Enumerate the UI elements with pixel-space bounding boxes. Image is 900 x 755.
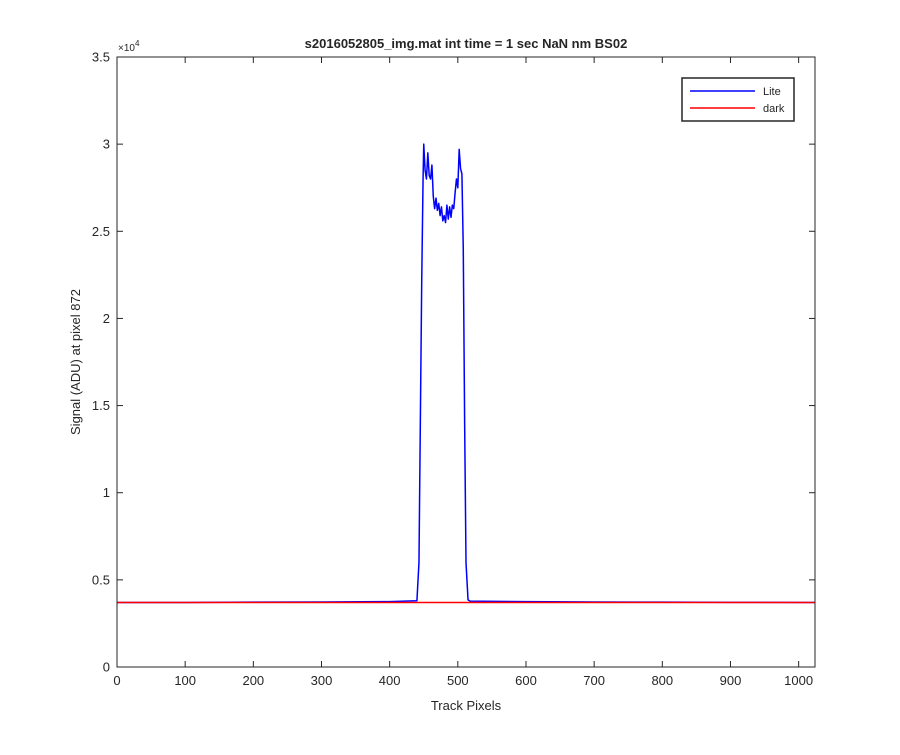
x-tick-label: 1000 [784, 673, 813, 688]
chart-title: s2016052805_img.mat int time = 1 sec NaN… [305, 36, 628, 51]
x-tick-label: 100 [174, 673, 196, 688]
y-tick-label: 3 [103, 137, 110, 152]
series-line-lite [117, 143, 816, 604]
x-tick-label: 800 [651, 673, 673, 688]
legend-label-lite: Lite [763, 86, 781, 98]
x-tick-label: 600 [515, 673, 537, 688]
y-tick-label: 3.5 [92, 50, 110, 65]
y-axis-label: Signal (ADU) at pixel 872 [68, 289, 83, 435]
x-tick-label: 0 [113, 673, 120, 688]
y-axis-exponent: ×104 [118, 39, 140, 54]
y-tick-label: 1.5 [92, 398, 110, 413]
x-tick-label: 400 [379, 673, 401, 688]
legend: Lite dark [681, 77, 795, 122]
x-tick-label: 300 [311, 673, 333, 688]
y-tick-label: 0 [103, 660, 110, 675]
y-tick-label: 2.5 [92, 224, 110, 239]
x-axis-label: Track Pixels [431, 698, 502, 713]
y-axis-exponent-power: 4 [135, 39, 140, 48]
plot-frame [116, 56, 816, 668]
x-tick-label: 700 [583, 673, 605, 688]
x-tick-label: 900 [720, 673, 742, 688]
y-axis-exponent-base: ×10 [118, 43, 135, 54]
y-tick-label: 2 [103, 311, 110, 326]
legend-box [681, 77, 795, 122]
series-layer [117, 143, 816, 604]
legend-label-dark: dark [763, 103, 785, 115]
y-axis-ticks: 0 0.5 1 1.5 2 2.5 3 3.5 [92, 50, 815, 675]
y-tick-label: 1 [103, 485, 110, 500]
x-tick-label: 200 [242, 673, 264, 688]
x-axis-ticks: 0 100 200 300 400 500 600 700 800 900 1000 [113, 57, 813, 688]
y-tick-label: 0.5 [92, 572, 110, 587]
x-tick-label: 500 [447, 673, 469, 688]
